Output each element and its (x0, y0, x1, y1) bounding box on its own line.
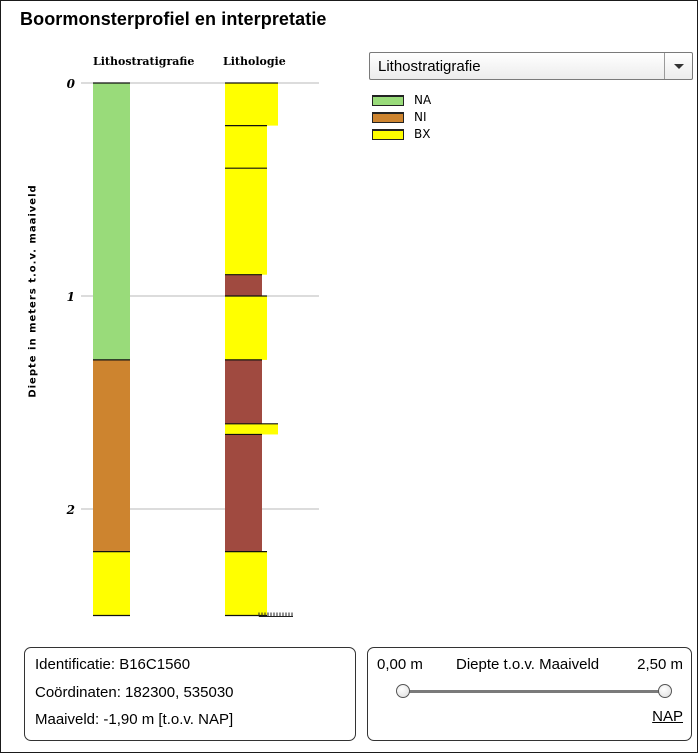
lithologie-layer (225, 83, 278, 126)
legend-swatch (372, 112, 404, 123)
depth-slider-end-handle[interactable] (658, 684, 672, 698)
lithostratigrafie-layer (93, 551, 130, 616)
lithologie-layer (225, 168, 267, 275)
depth-end-value: 2,50 m (637, 656, 683, 673)
y-axis-label: Diepte in meters t.o.v. maaiveld (27, 184, 39, 398)
legend-label: NA (414, 93, 432, 107)
legend-swatch (372, 129, 404, 140)
depth-tick-label: 1 (67, 290, 75, 304)
depth-slider-start-handle[interactable] (396, 684, 410, 698)
layer-type-selected: Lithostratigrafie (378, 58, 481, 75)
depth-tick-label: 2 (66, 503, 75, 517)
coordinaten-text: Coördinaten: 182300, 535030 (35, 684, 234, 701)
lithologie-layer (225, 423, 278, 435)
lithologie-layer (225, 359, 262, 424)
y-axis-label-container: Diepte in meters t.o.v. maaiveld (27, 184, 39, 397)
legend-label: BX (414, 127, 431, 141)
identificatie-text: Identificatie: B16C1560 (35, 656, 191, 673)
depth-range-slider-track[interactable] (403, 690, 665, 693)
borehole-profile-chart: 0 1 2 (66, 77, 319, 617)
maaiveld-text: Maaiveld: -1,90 m [t.o.v. NAP] (35, 711, 234, 728)
panel-title: Boormonsterprofiel en interpretatie (20, 9, 327, 29)
borehole-info-box: Identificatie: B16C1560 Coördinaten: 182… (24, 647, 356, 741)
column-header-lithostratigrafie: Lithostratigrafie (93, 55, 195, 68)
nap-link[interactable]: NAP (652, 708, 683, 725)
legend-swatch (372, 95, 404, 106)
legend-label: NI (414, 110, 427, 124)
lithologie-layer (225, 296, 267, 360)
chevron-down-icon[interactable] (664, 53, 692, 79)
layer-type-select[interactable]: Lithostratigrafie (369, 52, 693, 80)
depth-range-box: 0,00 m Diepte t.o.v. Maaiveld 2,50 m NAP (367, 647, 692, 741)
depth-tick-label: 0 (67, 77, 76, 91)
column-header-lithologie: Lithologie (223, 55, 286, 68)
lithologie-layer (225, 551, 267, 616)
depth-start-value: 0,00 m (377, 656, 423, 673)
lithologie-layer (225, 434, 262, 552)
lithostratigrafie-layer (93, 83, 130, 360)
lithologie-layer (225, 125, 267, 169)
depth-reference-label: Diepte t.o.v. Maaiveld (456, 656, 600, 673)
lithostratigrafie-layer (93, 359, 130, 552)
lithologie-layer (225, 274, 262, 296)
